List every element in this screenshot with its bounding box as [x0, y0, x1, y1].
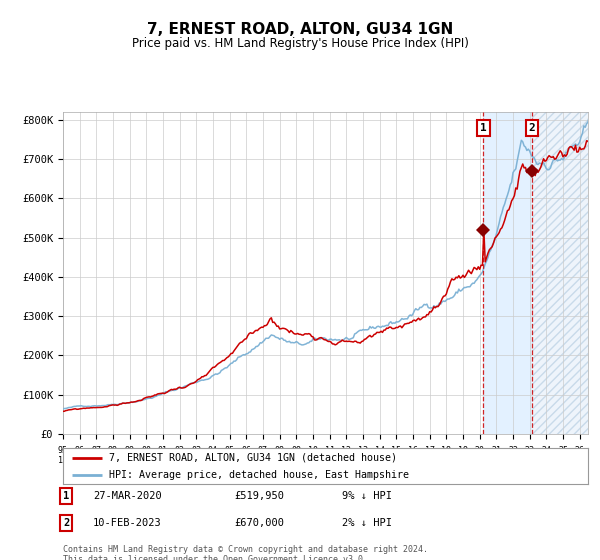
- Text: 11
20: 11 20: [325, 446, 335, 465]
- Text: 95
19: 95 19: [58, 446, 68, 465]
- Bar: [484, 112, 532, 434]
- Text: 04
20: 04 20: [208, 446, 218, 465]
- Text: 17
20: 17 20: [425, 446, 434, 465]
- Text: £670,000: £670,000: [234, 518, 284, 528]
- Text: 23
20: 23 20: [524, 446, 535, 465]
- Text: 24
20: 24 20: [541, 446, 551, 465]
- Text: 96
19: 96 19: [74, 446, 85, 465]
- Text: 07
20: 07 20: [258, 446, 268, 465]
- Text: 97
19: 97 19: [91, 446, 101, 465]
- Text: 7, ERNEST ROAD, ALTON, GU34 1GN (detached house): 7, ERNEST ROAD, ALTON, GU34 1GN (detache…: [109, 453, 397, 463]
- Text: 2% ↓ HPI: 2% ↓ HPI: [342, 518, 392, 528]
- Text: 12
20: 12 20: [341, 446, 352, 465]
- Text: 1: 1: [480, 123, 487, 133]
- Text: 16
20: 16 20: [408, 446, 418, 465]
- Text: 25
20: 25 20: [558, 446, 568, 465]
- Text: 1: 1: [63, 491, 69, 501]
- Text: 18
20: 18 20: [442, 446, 451, 465]
- Text: 99
19: 99 19: [125, 446, 134, 465]
- Text: 19
20: 19 20: [458, 446, 468, 465]
- Text: 7, ERNEST ROAD, ALTON, GU34 1GN: 7, ERNEST ROAD, ALTON, GU34 1GN: [147, 22, 453, 38]
- Text: 03
20: 03 20: [191, 446, 202, 465]
- Text: 13
20: 13 20: [358, 446, 368, 465]
- Text: 15
20: 15 20: [391, 446, 401, 465]
- Text: 14
20: 14 20: [374, 446, 385, 465]
- Text: 98
19: 98 19: [108, 446, 118, 465]
- Text: 22
20: 22 20: [508, 446, 518, 465]
- Text: 02
20: 02 20: [175, 446, 185, 465]
- Text: 27-MAR-2020: 27-MAR-2020: [93, 491, 162, 501]
- Text: Contains HM Land Registry data © Crown copyright and database right 2024.
This d: Contains HM Land Registry data © Crown c…: [63, 545, 428, 560]
- Text: 20
20: 20 20: [475, 446, 485, 465]
- Text: 2: 2: [528, 123, 535, 133]
- Text: 2: 2: [63, 518, 69, 528]
- Text: 05
20: 05 20: [224, 446, 235, 465]
- Text: 21
20: 21 20: [491, 446, 502, 465]
- Bar: [532, 112, 588, 434]
- Text: 00
20: 00 20: [142, 446, 151, 465]
- Bar: [532, 112, 588, 434]
- Text: 06
20: 06 20: [241, 446, 251, 465]
- Text: 08
20: 08 20: [275, 446, 284, 465]
- Text: £519,950: £519,950: [234, 491, 284, 501]
- Text: Price paid vs. HM Land Registry's House Price Index (HPI): Price paid vs. HM Land Registry's House …: [131, 37, 469, 50]
- Text: 01
20: 01 20: [158, 446, 168, 465]
- Text: HPI: Average price, detached house, East Hampshire: HPI: Average price, detached house, East…: [109, 470, 409, 479]
- Text: 9% ↓ HPI: 9% ↓ HPI: [342, 491, 392, 501]
- Text: 09
20: 09 20: [292, 446, 301, 465]
- Text: 10-FEB-2023: 10-FEB-2023: [93, 518, 162, 528]
- Text: 10
20: 10 20: [308, 446, 318, 465]
- Text: 26
20: 26 20: [575, 446, 584, 465]
